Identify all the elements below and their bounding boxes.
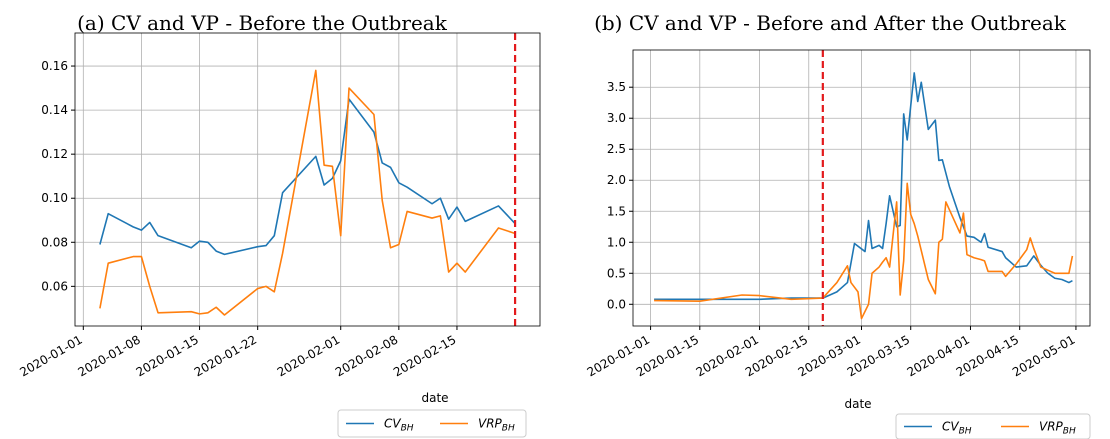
legend-name: VRP [478,417,503,431]
x-tick-label: 2020-02-08 [333,332,400,379]
chart-title: (b) CV and VP - Before and After the Out… [594,11,1067,35]
series-line [654,182,1074,320]
x-tick-label: 2020-01-08 [76,332,143,379]
x-tick-label: 2020-02-01 [275,332,342,379]
legend-label: VRPBH [478,417,515,434]
y-tick-label: 2.0 [607,173,626,187]
legend-label: VRPBH [1039,420,1076,437]
x-tick-label: 2020-01-15 [134,332,201,379]
x-tick-label: 2020-01-01 [17,332,84,379]
y-tick-label: 0.14 [41,103,68,117]
x-tick-label: 2020-02-15 [391,332,458,379]
legend-subscript: BH [502,424,515,434]
y-tick-label: 0.06 [41,279,68,293]
y-tick-label: 0.5 [607,266,626,280]
legend-name: CV [384,417,401,431]
y-tick-label: 1.0 [607,235,626,249]
y-tick-label: 0.08 [41,235,68,249]
legend-name: CV [942,420,959,434]
y-tick-label: 0.16 [41,59,68,73]
x-axis-label: date [421,391,448,405]
y-tick-label: 3.0 [607,111,626,125]
series-line [654,72,1073,301]
series-line [99,98,516,256]
legend-subscript: BH [401,424,414,434]
plot-area [75,33,540,326]
y-tick-label: 0.12 [41,147,68,161]
series-line [99,69,516,316]
legend-label: CVBH [942,420,972,437]
x-axis-label: date [844,397,871,411]
legend-name: VRP [1039,420,1064,434]
legend-label: CVBH [384,417,414,434]
y-tick-label: 0.0 [607,297,626,311]
legend-box [337,409,527,438]
y-tick-label: 2.5 [607,142,626,156]
y-tick-label: 3.5 [607,80,626,94]
y-tick-label: 1.5 [607,204,626,218]
x-tick-label: 2020-05-01 [1010,332,1077,379]
chart-title: (a) CV and VP - Before the Outbreak [77,11,448,35]
legend-box [895,413,1091,439]
plot-frame [632,49,1091,327]
legend-subscript: BH [1063,427,1076,437]
legend-subscript: BH [959,427,972,437]
plot-frame [74,32,541,327]
x-tick-label: 2020-01-22 [192,332,259,379]
y-tick-label: 0.10 [41,191,68,205]
